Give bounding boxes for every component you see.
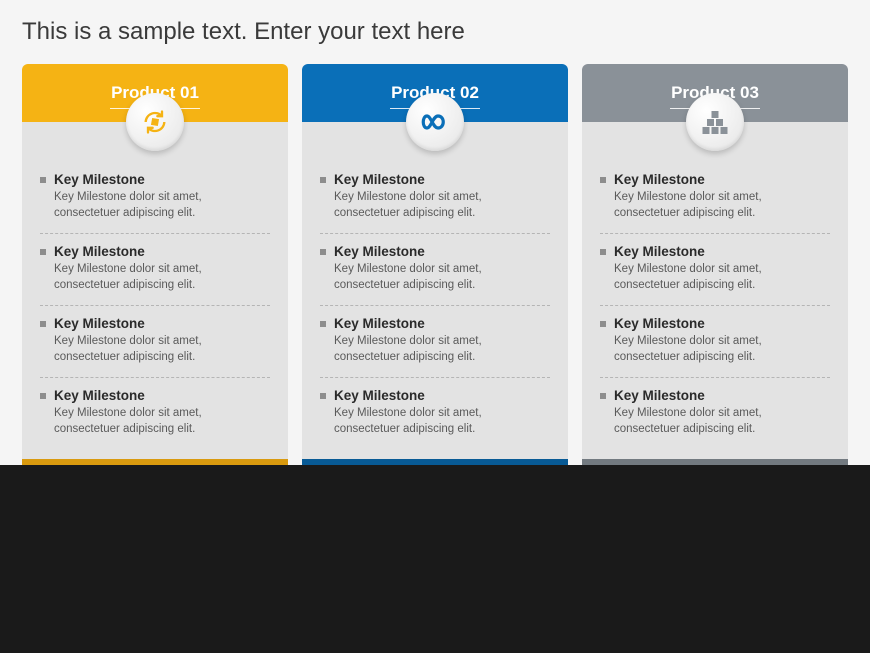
milestone-title: Key Milestone [600, 388, 830, 403]
milestone-desc: Key Milestone dolor sit amet, consectetu… [40, 334, 270, 365]
milestone-item: Key Milestone Key Milestone dolor sit am… [600, 378, 830, 449]
product-column-3: Product 03 Key Milestone [582, 64, 848, 465]
milestone-title: Key Milestone [600, 244, 830, 259]
milestone-title-text: Key Milestone [54, 388, 145, 403]
milestone-item: Key Milestone Key Milestone dolor sit am… [320, 234, 550, 306]
milestone-title: Key Milestone [320, 244, 550, 259]
milestone-title: Key Milestone [320, 316, 550, 331]
blocks-icon [701, 109, 729, 135]
milestone-title-text: Key Milestone [614, 172, 705, 187]
milestone-title: Key Milestone [40, 388, 270, 403]
bullet-icon [600, 393, 606, 399]
bullet-icon [600, 249, 606, 255]
milestone-title-text: Key Milestone [614, 244, 705, 259]
bullet-icon [40, 249, 46, 255]
column-footer-3 [582, 459, 848, 465]
icon-circle-2 [406, 93, 464, 151]
milestone-title: Key Milestone [40, 316, 270, 331]
milestone-desc: Key Milestone dolor sit amet, consectetu… [320, 190, 550, 221]
product-column-2: Product 02 Key Milestone Key Milestone d… [302, 64, 568, 465]
milestone-item: Key Milestone Key Milestone dolor sit am… [40, 378, 270, 449]
milestone-desc: Key Milestone dolor sit amet, consectetu… [600, 262, 830, 293]
milestone-title: Key Milestone [600, 316, 830, 331]
slide-container: This is a sample text. Enter your text h… [0, 0, 870, 465]
bullet-icon [320, 321, 326, 327]
infinity-icon [420, 113, 450, 131]
milestone-title-text: Key Milestone [334, 316, 425, 331]
milestone-title-text: Key Milestone [54, 316, 145, 331]
bullet-icon [40, 393, 46, 399]
milestone-title: Key Milestone [320, 172, 550, 187]
bullet-icon [320, 249, 326, 255]
column-body-2: Key Milestone Key Milestone dolor sit am… [302, 122, 568, 459]
milestone-desc: Key Milestone dolor sit amet, consectetu… [40, 190, 270, 221]
bullet-icon [600, 321, 606, 327]
milestone-item: Key Milestone Key Milestone dolor sit am… [320, 378, 550, 449]
column-body-3: Key Milestone Key Milestone dolor sit am… [582, 122, 848, 459]
milestone-desc: Key Milestone dolor sit amet, consectetu… [40, 406, 270, 437]
column-body-1: Key Milestone Key Milestone dolor sit am… [22, 122, 288, 459]
milestone-desc: Key Milestone dolor sit amet, consectetu… [600, 190, 830, 221]
milestone-desc: Key Milestone dolor sit amet, consectetu… [600, 334, 830, 365]
milestone-title-text: Key Milestone [334, 172, 425, 187]
milestone-item: Key Milestone Key Milestone dolor sit am… [600, 306, 830, 378]
milestone-item: Key Milestone Key Milestone dolor sit am… [320, 306, 550, 378]
bullet-icon [40, 321, 46, 327]
milestone-title: Key Milestone [320, 388, 550, 403]
milestone-title-text: Key Milestone [54, 172, 145, 187]
refresh-cube-icon [141, 108, 169, 136]
milestone-desc: Key Milestone dolor sit amet, consectetu… [600, 406, 830, 437]
milestone-item: Key Milestone Key Milestone dolor sit am… [600, 234, 830, 306]
milestone-desc: Key Milestone dolor sit amet, consectetu… [320, 406, 550, 437]
icon-circle-1 [126, 93, 184, 151]
milestone-title-text: Key Milestone [334, 244, 425, 259]
milestone-item: Key Milestone Key Milestone dolor sit am… [40, 306, 270, 378]
milestone-title-text: Key Milestone [334, 388, 425, 403]
milestone-item: Key Milestone Key Milestone dolor sit am… [40, 162, 270, 234]
column-footer-2 [302, 459, 568, 465]
milestone-item: Key Milestone Key Milestone dolor sit am… [600, 162, 830, 234]
milestone-title: Key Milestone [40, 244, 270, 259]
milestone-item: Key Milestone Key Milestone dolor sit am… [40, 234, 270, 306]
milestone-title: Key Milestone [600, 172, 830, 187]
milestone-title-text: Key Milestone [54, 244, 145, 259]
milestone-title-text: Key Milestone [614, 388, 705, 403]
milestone-desc: Key Milestone dolor sit amet, consectetu… [40, 262, 270, 293]
bullet-icon [320, 393, 326, 399]
milestone-title-text: Key Milestone [614, 316, 705, 331]
columns-row: Product 01 Key Milestone [22, 64, 848, 465]
milestone-desc: Key Milestone dolor sit amet, consectetu… [320, 262, 550, 293]
slide-title: This is a sample text. Enter your text h… [22, 18, 848, 46]
bullet-icon [600, 177, 606, 183]
milestone-title: Key Milestone [40, 172, 270, 187]
icon-circle-3 [686, 93, 744, 151]
bullet-icon [40, 177, 46, 183]
column-footer-1 [22, 459, 288, 465]
product-column-1: Product 01 Key Milestone [22, 64, 288, 465]
milestone-desc: Key Milestone dolor sit amet, consectetu… [320, 334, 550, 365]
milestone-item: Key Milestone Key Milestone dolor sit am… [320, 162, 550, 234]
bullet-icon [320, 177, 326, 183]
